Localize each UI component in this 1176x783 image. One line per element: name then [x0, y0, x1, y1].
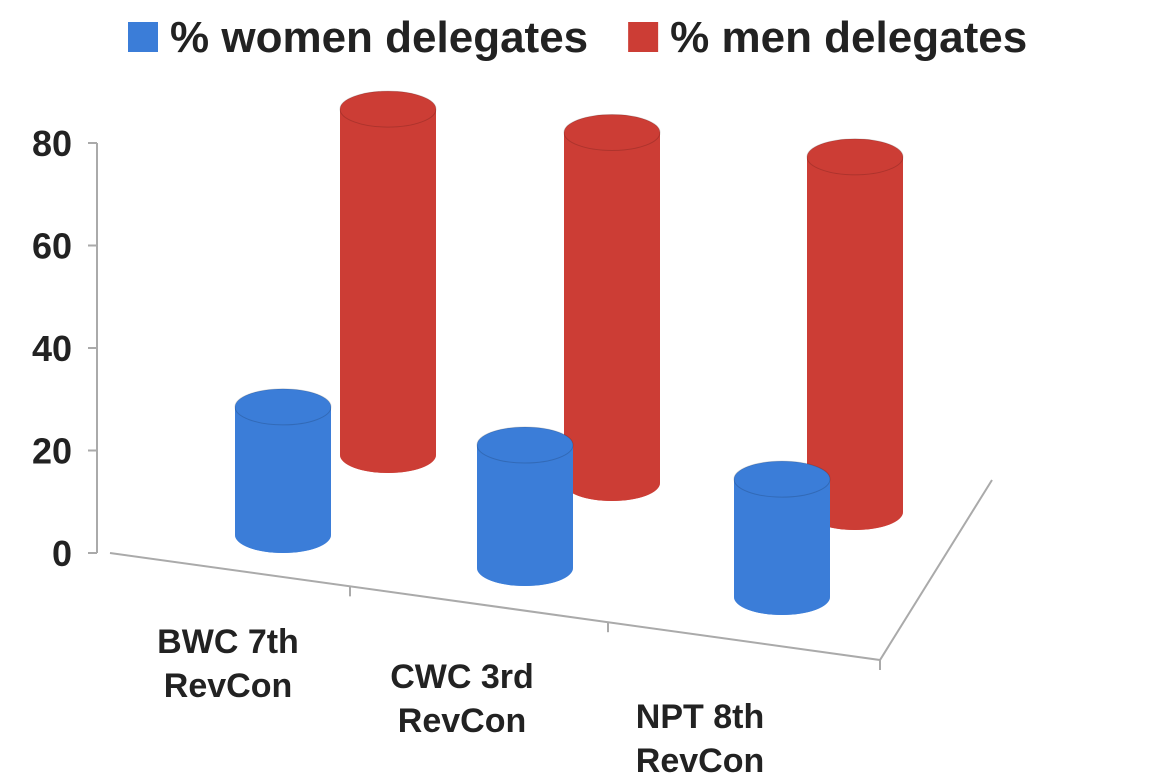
cylinder-bottom-shade [340, 437, 436, 473]
cylinder-top [234, 388, 332, 426]
cylinder [563, 113, 661, 501]
bar-shade [235, 406, 331, 535]
x-tick-label: BWC 7th RevCon [157, 623, 299, 705]
cylinder-bottom-shade [235, 517, 331, 553]
cylinder [339, 90, 437, 473]
cylinder-bottom-shade [807, 494, 903, 530]
y-tick-label: 0 [52, 533, 72, 574]
legend-swatch [628, 22, 659, 52]
cylinder-top [476, 426, 574, 464]
bar-shade [477, 445, 573, 568]
cylinder-bottom-shade [564, 465, 660, 501]
cylinder-top [733, 460, 831, 498]
y-tick-label: 40 [32, 328, 72, 369]
y-tick-label: 80 [32, 123, 72, 164]
cylinder [733, 460, 831, 615]
cylinder-bottom-shade [477, 550, 573, 586]
legend-label: % women delegates [170, 13, 588, 62]
y-tick-label: 20 [32, 431, 72, 472]
x-tick-label: NPT 8th RevCon [635, 698, 765, 780]
cylinder [806, 138, 904, 530]
cylinder-top [339, 90, 437, 128]
cylinder [476, 426, 574, 586]
x-tick-label: CWC 3rd RevCon [390, 658, 534, 740]
bar-shade [807, 156, 903, 512]
bar-shade [340, 109, 436, 455]
cylinder-bottom-shade [734, 579, 830, 615]
cylinder-top [806, 138, 904, 176]
cylinder [234, 388, 332, 553]
y-tick-label: 60 [32, 226, 72, 267]
bar-shade [564, 132, 660, 483]
cylinder-top [563, 113, 661, 151]
legend-swatch [128, 22, 158, 52]
bar-shade [734, 479, 830, 597]
legend-label: % men delegates [670, 13, 1027, 62]
